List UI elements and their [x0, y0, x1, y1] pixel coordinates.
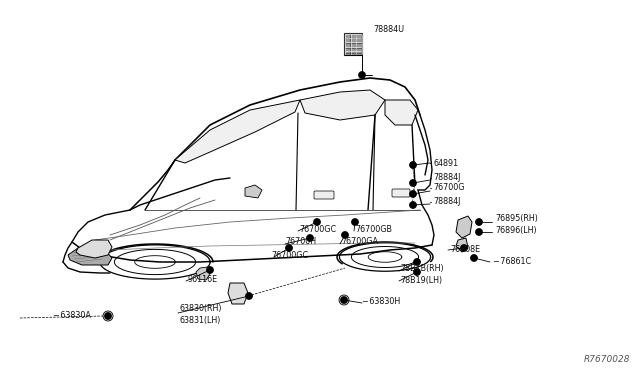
Polygon shape — [228, 283, 248, 304]
Text: 78B1B(RH): 78B1B(RH) — [400, 264, 444, 273]
Polygon shape — [76, 240, 112, 258]
Text: ─ 76861C: ─ 76861C — [493, 257, 531, 266]
Circle shape — [285, 244, 292, 251]
Circle shape — [358, 71, 365, 78]
Text: 76700G: 76700G — [433, 183, 465, 192]
FancyBboxPatch shape — [392, 189, 410, 197]
Text: 76896(LH): 76896(LH) — [495, 225, 536, 234]
FancyBboxPatch shape — [314, 191, 334, 199]
Text: 78884J: 78884J — [433, 173, 460, 183]
Circle shape — [476, 218, 483, 225]
Circle shape — [246, 292, 253, 299]
Circle shape — [461, 244, 467, 251]
Polygon shape — [175, 100, 300, 163]
Polygon shape — [300, 90, 385, 120]
Text: 76895(RH): 76895(RH) — [495, 214, 538, 222]
Circle shape — [410, 190, 417, 198]
Polygon shape — [385, 100, 418, 125]
Circle shape — [103, 311, 113, 321]
Circle shape — [104, 312, 111, 320]
Circle shape — [410, 202, 417, 208]
Text: 76808E: 76808E — [450, 246, 480, 254]
Text: 76700GC: 76700GC — [271, 251, 308, 260]
Text: 76700GA: 76700GA — [341, 237, 378, 247]
Circle shape — [413, 269, 420, 276]
Circle shape — [314, 218, 321, 225]
Circle shape — [413, 259, 420, 266]
Text: 63831(LH): 63831(LH) — [180, 315, 221, 324]
Circle shape — [307, 234, 314, 241]
Text: 63830(RH): 63830(RH) — [180, 304, 223, 312]
Text: 78B19(LH): 78B19(LH) — [400, 276, 442, 285]
Polygon shape — [245, 185, 262, 198]
Text: R7670028: R7670028 — [584, 355, 630, 364]
Circle shape — [470, 254, 477, 262]
Text: 78884J: 78884J — [433, 198, 460, 206]
Text: 78884U: 78884U — [373, 26, 404, 35]
Text: ─ 63830H: ─ 63830H — [362, 298, 400, 307]
Circle shape — [339, 295, 349, 305]
Bar — [344, 33, 362, 55]
Circle shape — [351, 218, 358, 225]
Text: 76700GC: 76700GC — [299, 224, 336, 234]
Polygon shape — [456, 238, 468, 252]
Text: 96116E: 96116E — [187, 276, 217, 285]
Circle shape — [476, 228, 483, 235]
Text: ─ 63830A: ─ 63830A — [53, 311, 91, 320]
Polygon shape — [68, 248, 112, 265]
Text: 76700H: 76700H — [285, 237, 316, 247]
Circle shape — [340, 296, 348, 304]
Circle shape — [207, 266, 214, 273]
Circle shape — [342, 231, 349, 238]
Circle shape — [410, 180, 417, 186]
Text: 64891: 64891 — [433, 158, 458, 167]
Text: 76700GB: 76700GB — [355, 224, 392, 234]
Polygon shape — [456, 216, 472, 238]
Polygon shape — [196, 267, 210, 280]
Circle shape — [410, 161, 417, 169]
